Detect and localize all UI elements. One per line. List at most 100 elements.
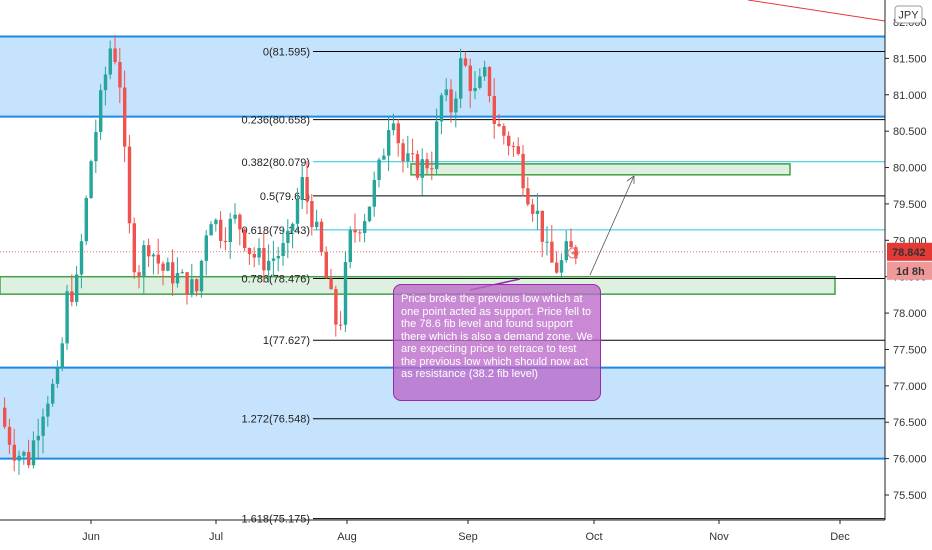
candle-4 (22, 450, 26, 465)
candle-3 (17, 450, 21, 475)
candle-46 (223, 227, 228, 251)
candle-body-35 (171, 262, 175, 284)
candle-25 (123, 70, 127, 163)
fib-label-7: 1.272(76.548) (242, 414, 311, 426)
candle-54 (262, 231, 266, 283)
y-tick-label-7: 78.000 (893, 308, 927, 320)
candle-body-26 (127, 146, 132, 224)
candle-body-52 (252, 254, 256, 258)
projection-arrow-line (589, 175, 635, 276)
candle-23 (113, 34, 117, 65)
countdown-text: 1d 8h (896, 266, 925, 278)
candle-body-17 (84, 197, 88, 242)
candle-41 (199, 259, 204, 298)
candle-body-33 (161, 263, 165, 271)
candle-59 (286, 219, 290, 259)
candle-body-78 (377, 159, 381, 180)
candle-body-98 (473, 87, 477, 92)
fib-label-2: 0.382(80.079) (242, 157, 311, 169)
candle-body-32 (156, 254, 160, 264)
candle-body-103 (497, 123, 501, 127)
y-tick-label-9: 77.000 (893, 381, 927, 393)
y-tick-label-8: 77.500 (893, 344, 927, 356)
candle-43 (209, 221, 213, 236)
candle-body-20 (99, 90, 103, 132)
candle-6 (31, 431, 36, 469)
candle-body-13 (65, 291, 69, 344)
x-tick-label-2: Aug (337, 531, 357, 543)
candle-body-115 (555, 262, 559, 273)
candle-55 (267, 244, 271, 283)
candle-body-113 (545, 241, 549, 243)
candle-body-107 (516, 146, 520, 154)
candle-30 (147, 238, 151, 268)
candle-95 (459, 48, 463, 109)
candle-body-10 (51, 383, 55, 404)
candle-73 (353, 213, 357, 243)
y-tick-label-11: 76.000 (893, 454, 927, 466)
price-axis[interactable]: 81.50081.00080.50080.00079.50079.00078.5… (884, 0, 932, 550)
candle-body-44 (214, 219, 218, 225)
candle-33 (161, 261, 165, 286)
candle-31 (151, 252, 156, 275)
candle-100 (483, 60, 487, 81)
candle-70 (339, 311, 343, 331)
candle-49 (238, 213, 242, 246)
candle-68 (329, 269, 333, 290)
candle-body-91 (439, 95, 444, 122)
candle-body-73 (353, 229, 357, 233)
candle-112 (540, 210, 544, 258)
candle-39 (190, 263, 194, 298)
candle-32 (156, 238, 160, 275)
candle-body-15 (75, 274, 79, 302)
candle-body-6 (31, 440, 36, 466)
candle-117 (564, 230, 568, 263)
candle-15 (75, 265, 79, 307)
zone-resistance-border (410, 163, 791, 176)
candle-body-90 (435, 121, 439, 169)
candle-body-1 (7, 426, 12, 445)
candle-body-19 (94, 131, 98, 162)
candle-body-64 (310, 200, 314, 228)
candle-body-105 (507, 135, 511, 146)
candle-8 (41, 408, 45, 454)
candle-57 (276, 246, 280, 272)
candle-21 (103, 66, 108, 106)
candle-body-77 (372, 179, 376, 207)
candle-36 (175, 257, 180, 288)
candle-body-62 (300, 177, 304, 200)
candle-27 (132, 217, 136, 279)
candle-20 (99, 84, 103, 140)
candle-69 (334, 285, 338, 337)
candle-body-51 (247, 248, 252, 255)
candle-63 (305, 160, 309, 215)
candle-body-25 (123, 87, 127, 147)
candle-12 (60, 337, 64, 372)
candle-body-45 (219, 219, 223, 241)
candle-body-69 (334, 289, 338, 325)
candle-body-42 (204, 235, 208, 261)
analysis-callout[interactable]: Price broke the previous low which at on… (393, 284, 601, 401)
candle-85 (411, 138, 415, 162)
candle-body-74 (358, 232, 362, 234)
time-axis[interactable]: Jun Jul Aug Sep Oct Nov Dec (0, 519, 885, 543)
candle-body-110 (531, 204, 535, 214)
candle-2 (12, 428, 16, 472)
candle-body-30 (147, 245, 151, 257)
candle-body-85 (411, 153, 415, 155)
candle-80 (387, 116, 391, 172)
candle-body-79 (382, 155, 386, 160)
candle-body-21 (103, 74, 108, 91)
candle-44 (214, 218, 218, 232)
candle-body-109 (526, 188, 530, 205)
countdown-tag (887, 261, 932, 280)
candle-body-61 (295, 199, 300, 224)
candle-18 (89, 159, 93, 199)
candle-0 (3, 397, 7, 429)
candle-body-111 (535, 210, 540, 214)
candle-72 (348, 226, 352, 269)
candle-22 (108, 40, 112, 80)
candle-75 (363, 213, 367, 243)
candle-body-3 (17, 455, 21, 461)
